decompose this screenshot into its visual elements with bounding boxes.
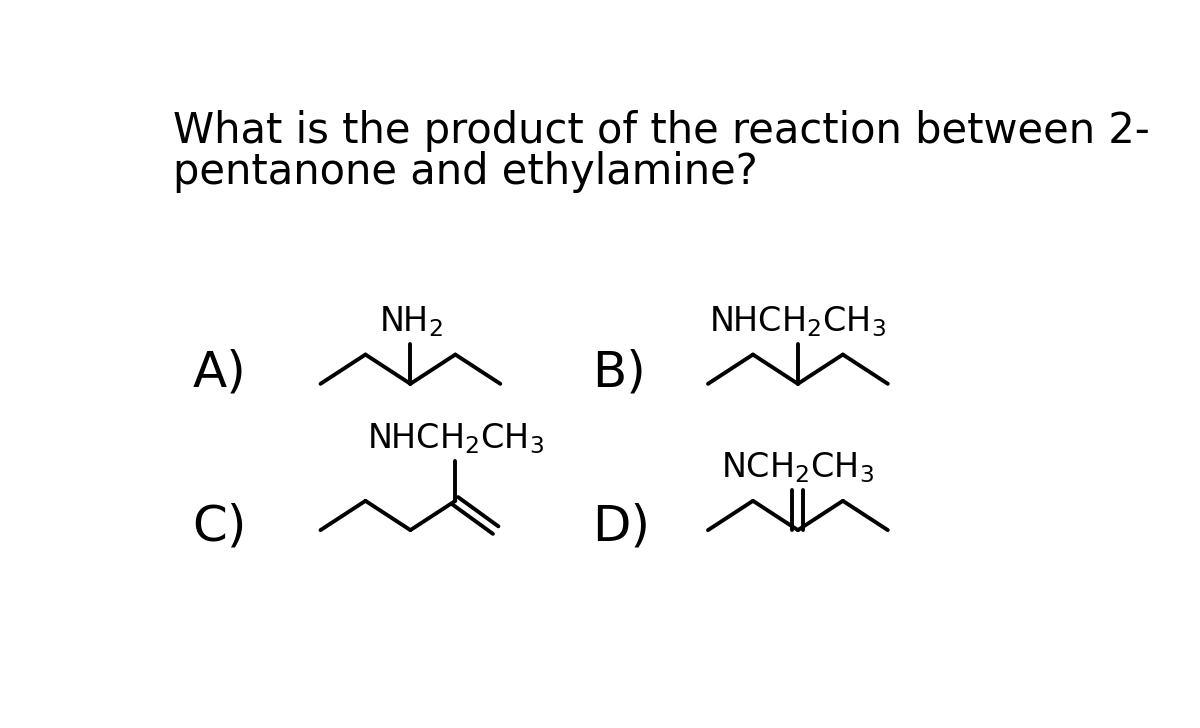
Text: C): C) (193, 502, 247, 550)
Text: A): A) (193, 348, 246, 396)
Text: NH$_2$: NH$_2$ (378, 304, 443, 339)
Text: NHCH$_2$CH$_3$: NHCH$_2$CH$_3$ (709, 304, 887, 339)
Text: pentanone and ethylamine?: pentanone and ethylamine? (173, 151, 758, 192)
Text: B): B) (592, 348, 646, 396)
Text: NCH$_2$CH$_3$: NCH$_2$CH$_3$ (721, 451, 875, 486)
Text: What is the product of the reaction between 2-: What is the product of the reaction betw… (173, 111, 1150, 152)
Text: NHCH$_2$CH$_3$: NHCH$_2$CH$_3$ (367, 422, 544, 456)
Text: D): D) (592, 502, 649, 550)
